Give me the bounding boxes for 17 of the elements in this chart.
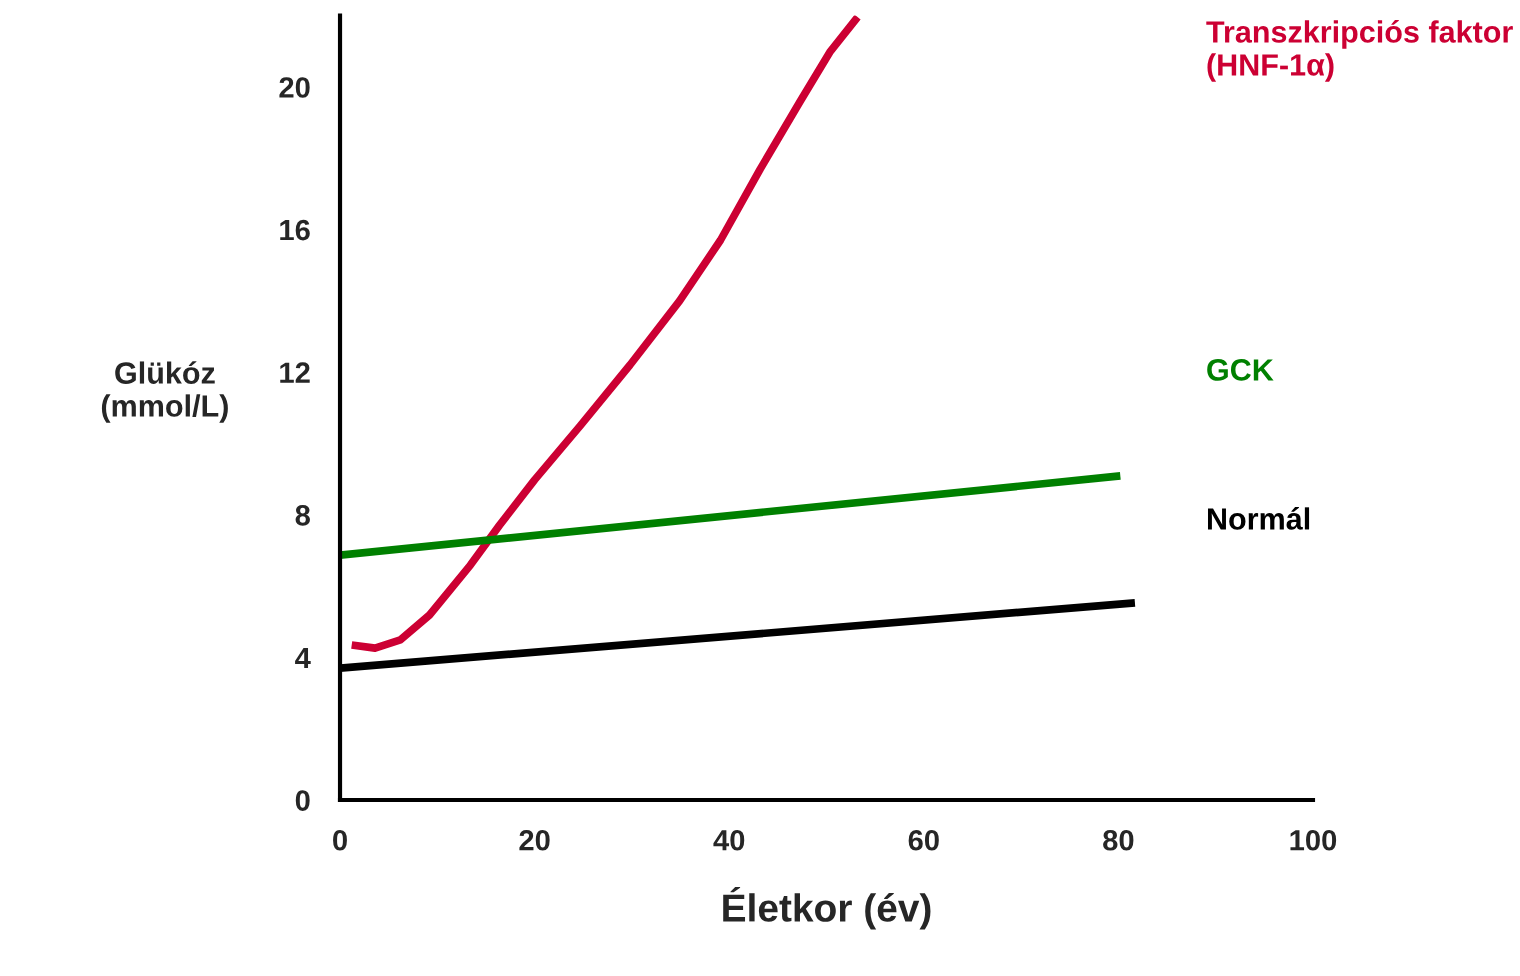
y-tick-label: 16 (280, 219, 310, 241)
y-tick-label: 0 (295, 790, 310, 811)
text: Transzkripciós faktor (HNF-1α) (1206, 20, 1513, 82)
x-tick-label: 0 (333, 829, 347, 851)
x-tick-label: 100 (1290, 829, 1337, 851)
x-tick-label: 20 (519, 829, 550, 851)
x-tick-label: 80 (1103, 829, 1134, 851)
text: Normál (1207, 507, 1310, 530)
x-tick-label: 40 (713, 829, 745, 851)
y-tick-label: 4 (295, 647, 311, 668)
y-tick-label: 8 (295, 504, 310, 526)
text: GCK (1207, 359, 1274, 381)
x-tick-label: 60 (908, 829, 939, 851)
y-tick-label: 20 (279, 77, 310, 98)
y-tick-label: 12 (280, 362, 310, 383)
x-axis-title: Életkor (év) (723, 886, 931, 930)
y-axis-title: Glükóz (mmol/L) (101, 361, 228, 423)
